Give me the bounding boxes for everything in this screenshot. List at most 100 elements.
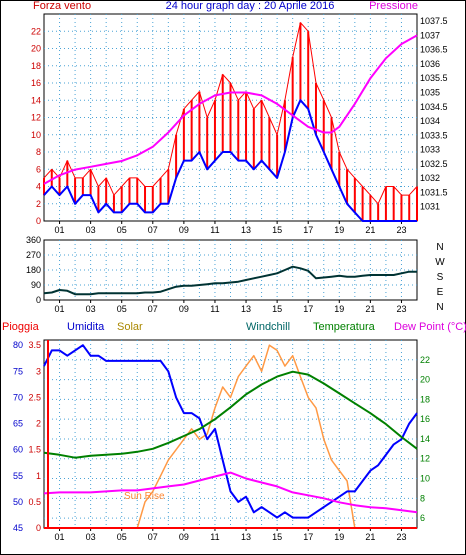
x-tick-label: 13 [241,225,251,235]
wind-tick-label: 14 [31,95,41,105]
rain-tick-label: 2.5 [28,392,41,402]
wind-gust-line [43,22,418,205]
pressure-tick-label: 1034 [420,116,440,126]
direction-tick-label: 180 [26,265,41,275]
wind-axis-label: Forza vento [33,0,91,12]
x-tick-label: 11 [210,304,219,314]
pressure-tick-label: 1033.5 [420,130,448,140]
x-tick-label: 21 [365,532,375,542]
x-tick-label: 13 [241,532,251,542]
x-tick-label: 01 [55,304,65,314]
humidity-tick-label: 75 [13,366,23,376]
x-tick-label: 23 [396,225,406,235]
pressure-tick-label: 1036 [420,59,440,69]
wind-tick-label: 0 [36,216,41,226]
chart-title: 24 hour graph day : 20 Aprile 2016 [166,0,335,12]
x-tick-label: 03 [86,532,96,542]
x-tick-label: 03 [86,304,96,314]
wind-tick-label: 4 [36,182,41,192]
rain-tick-label: 1 [36,471,41,481]
wind-tick-label: 10 [31,130,41,140]
x-tick-label: 19 [334,532,344,542]
solar-line [136,344,356,529]
wind-tick-label: 6 [36,164,41,174]
x-tick-label: 19 [334,225,344,235]
temperature-axis-label: Temperatura [313,321,376,333]
wind-direction-ticks: 01 03 05 07 09 11 13 15 17 19 21 23090180270360NWSE… [26,235,445,314]
wind-tick-label: 8 [36,147,41,157]
pressure-tick-label: 1035 [420,88,440,98]
x-tick-label: 05 [117,304,127,314]
wind-pressure-panel: Forza vento 24 hour graph day : 20 April… [31,0,448,235]
pressure-tick-label: 1035.5 [420,73,448,83]
x-tick-label: 19 [334,304,344,314]
wind-tick-label: 20 [31,44,41,54]
rain-tick-label: 1.5 [28,445,41,455]
x-tick-label: 09 [179,532,189,542]
humidity-tick-label: 80 [13,340,23,350]
x-tick-label: 07 [148,532,158,542]
wind-tick-label: 22 [31,26,41,36]
compass-direction-label: E [437,287,444,298]
wind-direction-plot-area [43,239,418,301]
x-tick-label: 15 [272,532,282,542]
humidity-tick-label: 70 [13,392,23,402]
x-tick-label: 07 [148,225,158,235]
rain-tick-label: 3.5 [28,340,41,350]
x-tick-label: 09 [179,304,189,314]
pressure-tick-label: 1033 [420,145,440,155]
dewpoint-line [43,471,418,514]
compass-direction-label: S [437,272,444,283]
temperature-humidity-panel: Pioggia Umidita Solar Windchill Temperat… [2,321,466,542]
x-tick-label: 05 [117,225,127,235]
humidity-tick-label: 60 [13,445,23,455]
compass-direction-label: N [436,302,443,313]
x-tick-label: 17 [303,532,313,542]
x-tick-label: 17 [303,304,313,314]
sunrise-annotation: Sun Rise [124,491,165,502]
x-tick-label: 21 [365,225,375,235]
wind-tick-label: 16 [31,78,41,88]
x-tick-label: 05 [117,532,127,542]
humidity-axis-label: Umidita [67,321,105,333]
x-tick-label: 17 [303,225,313,235]
temperature-tick-label: 10 [420,474,430,484]
x-tick-label: 01 [55,532,65,542]
pressure-tick-label: 1031 [420,202,440,212]
pressure-tick-label: 1037.5 [420,16,448,26]
x-tick-label: 03 [86,225,96,235]
wind-direction-line [43,265,417,296]
humidity-line [43,344,418,519]
pressure-tick-label: 1032.5 [420,159,448,169]
temperature-tick-label: 12 [420,454,430,464]
temperature-tick-label: 22 [420,355,430,365]
x-tick-label: 15 [272,304,282,314]
wind-direction-series [43,265,417,296]
wind-direction-panel: 01 03 05 07 09 11 13 15 17 19 21 23090180270360NWSE… [26,235,445,314]
direction-tick-label: 360 [26,235,41,245]
humidity-tick-label: 50 [13,497,23,507]
temperature-tick-label: 14 [420,434,430,444]
pressure-tick-label: 1034.5 [420,102,448,112]
wind-tick-label: 12 [31,113,41,123]
x-tick-label: 23 [396,304,406,314]
temperature-tick-label: 20 [420,375,430,385]
wind-average-line [43,99,417,222]
rain-tick-label: 0 [36,523,41,533]
pressure-tick-label: 1036.5 [420,45,448,55]
temperature-line [43,370,418,459]
x-tick-label: 23 [396,532,406,542]
pressure-tick-label: 1032 [420,173,440,183]
rain-tick-label: 2 [36,419,41,429]
pressure-tick-label: 1037 [420,30,440,40]
compass-direction-label: W [435,257,445,268]
x-tick-label: 09 [179,225,189,235]
direction-tick-label: 270 [26,250,41,260]
temperature-humidity-grid [44,340,417,528]
rain-tick-label: 3 [36,366,41,376]
wind-tick-label: 18 [31,61,41,71]
dewpoint-axis-label: Dew Point (°C) [394,321,466,333]
direction-tick-label: 0 [36,295,41,305]
